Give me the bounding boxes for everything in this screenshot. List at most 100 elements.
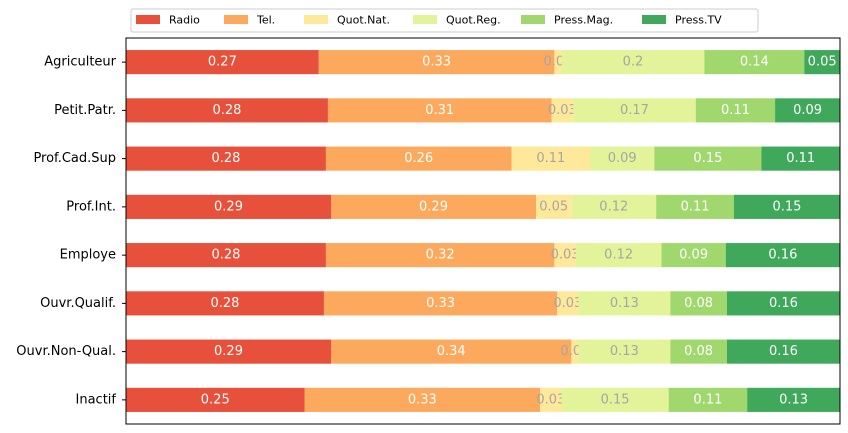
bar-segment [126, 291, 324, 316]
bar-segment [733, 194, 840, 219]
bar-segment [325, 243, 555, 268]
bar-segment [761, 146, 840, 171]
bar-segment [656, 194, 734, 219]
bar-segment [126, 339, 332, 364]
bar-value-label: 0.28 [211, 248, 240, 263]
bar-value-label: 0.32 [426, 248, 455, 263]
bar-segment [126, 98, 328, 123]
bar-value-label: 0.25 [201, 392, 230, 407]
bar-segment [561, 50, 705, 75]
bar-segment [668, 387, 748, 412]
bar-segment [747, 387, 840, 412]
bar-segment [775, 98, 840, 123]
legend-box [130, 8, 759, 33]
bar-value-label: 0.09 [608, 151, 637, 166]
bar-segment [590, 146, 655, 171]
bar-segment [318, 50, 555, 75]
bar-segment [670, 339, 727, 364]
bar-segment [573, 98, 696, 123]
bar-value-label: 0.05 [808, 55, 837, 70]
bar-value-label: 0.14 [740, 55, 769, 70]
bar-value-label: 0.03 [551, 248, 580, 263]
bar-value-label: 0.12 [604, 248, 633, 263]
bar-value-label: 0.29 [214, 199, 243, 214]
bar-value-label: 0.29 [419, 199, 448, 214]
y-tick-label: Prof.Cad.Sup [33, 151, 116, 166]
legend-label: Quot.Reg. [446, 14, 501, 27]
bar-segment [804, 50, 840, 75]
bar-value-label: 0.16 [768, 248, 797, 263]
bar-segment [726, 339, 840, 364]
bar-value-label: 0.28 [211, 151, 240, 166]
plot-frame [125, 37, 841, 425]
bars-layer: 0.27 0.33 0.01 0.2 0.14 0.050.28 0.31 0.03 0.17 0… [126, 50, 840, 412]
bar-value-label: 0.13 [610, 296, 639, 311]
bar-segment [536, 194, 572, 219]
bar-value-label: 0.16 [769, 296, 798, 311]
legend: Radio Tel. Quot.Nat. Quot.Reg. Press.Mag. Pre… [130, 8, 759, 33]
bar-segment [557, 291, 579, 316]
bar-value-label: 0.11 [536, 151, 565, 166]
bar-segment [540, 387, 562, 412]
bar-segment [695, 98, 776, 123]
bar-segment [126, 146, 326, 171]
bar-value-label: 0.05 [539, 199, 568, 214]
bar-segment [554, 50, 562, 75]
bar-value-label: 0.09 [793, 103, 822, 118]
bar-value-label: 0.2 [623, 55, 644, 70]
bar-value-label: 0.34 [437, 344, 466, 359]
bar-segment [325, 146, 512, 171]
bar-value-label: 0.33 [426, 296, 455, 311]
bar-value-label: 0.08 [684, 344, 713, 359]
bar-segment [126, 387, 305, 412]
legend-swatch [136, 15, 160, 24]
y-tick-label: Ouvr.Qualif. [40, 296, 116, 311]
bar-segment [726, 291, 840, 316]
legend-swatch [521, 15, 545, 24]
y-tick-label: Petit.Patr. [54, 103, 116, 118]
bar-segment [561, 387, 669, 412]
bar-segment [323, 291, 558, 316]
bar-segment [571, 339, 579, 364]
bar-value-label: 0.09 [679, 248, 708, 263]
bar-value-label: 0.13 [610, 344, 639, 359]
bar-value-label: 0.11 [786, 151, 815, 166]
y-tick-label: Prof.Int. [66, 199, 116, 214]
bar-segment [571, 194, 657, 219]
y-tick-label: Agriculteur [44, 55, 116, 70]
bar-value-label: 0.17 [620, 103, 649, 118]
bar-value-label: 0.28 [210, 296, 239, 311]
legend-label: Quot.Nat. [337, 14, 390, 27]
bar-segment [304, 387, 541, 412]
bar-segment [126, 50, 319, 75]
bar-value-label: 0.29 [214, 344, 243, 359]
bar-segment [661, 243, 726, 268]
bar-segment [126, 243, 326, 268]
y-tick-label: Inactif [76, 392, 117, 407]
bar-value-label: 0.12 [599, 199, 628, 214]
legend-label: Radio [169, 14, 200, 27]
bar-segment [578, 339, 671, 364]
bar-value-label: 0.11 [681, 199, 710, 214]
bar-value-label: 0.08 [684, 296, 713, 311]
bar-value-label: 0.33 [408, 392, 437, 407]
bar-segment [126, 194, 332, 219]
bar-value-label: 0.03 [553, 296, 582, 311]
y-tick-label: Ouvr.Non-Qual. [16, 344, 116, 359]
legend-label: Tel. [256, 14, 275, 27]
legend-swatch [304, 15, 328, 24]
bar-segment [327, 98, 552, 123]
bar-segment [331, 339, 572, 364]
legend-swatch [224, 15, 248, 24]
bar-value-label: 0.11 [693, 392, 722, 407]
bar-segment [704, 50, 805, 75]
y-axis-ticks: Agriculteur Petit.Patr. Prof.Cad.Sup Prof.I… [16, 55, 126, 407]
bar-value-label: 0.33 [422, 55, 451, 70]
legend-swatch [642, 15, 666, 24]
bar-value-label: 0.27 [208, 55, 237, 70]
bar-value-label: 0.26 [404, 151, 433, 166]
bar-segment [670, 291, 727, 316]
bar-segment [551, 98, 574, 123]
bar-segment [331, 194, 537, 219]
